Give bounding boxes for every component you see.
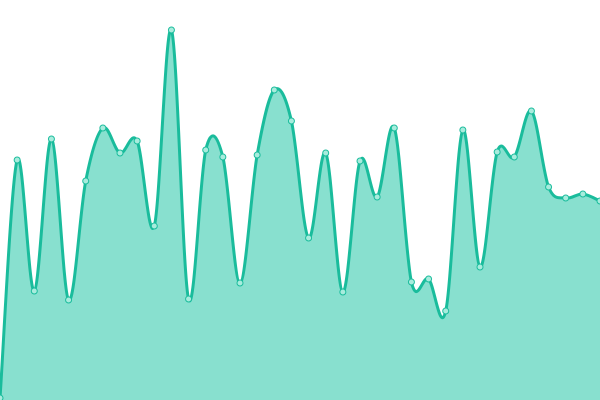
- data-point-0: [0, 394, 4, 400]
- data-point-35: [596, 197, 600, 205]
- data-point-23: [390, 124, 398, 132]
- data-point-6: [99, 124, 107, 132]
- data-point-28: [476, 263, 484, 271]
- data-point-14: [236, 279, 244, 287]
- data-point-25: [425, 275, 433, 283]
- data-points: [0, 26, 600, 400]
- data-point-1: [13, 156, 21, 164]
- data-point-17: [287, 117, 295, 125]
- data-point-21: [356, 157, 364, 165]
- data-point-5: [82, 177, 90, 185]
- data-point-2: [30, 287, 38, 295]
- data-point-18: [305, 234, 313, 242]
- data-point-19: [322, 149, 330, 157]
- data-point-33: [562, 194, 570, 202]
- data-point-11: [185, 295, 193, 303]
- data-point-30: [510, 153, 518, 161]
- data-point-10: [167, 26, 175, 34]
- data-point-20: [339, 288, 347, 296]
- data-point-31: [527, 107, 535, 115]
- data-point-22: [373, 193, 381, 201]
- data-point-32: [545, 183, 553, 191]
- data-point-8: [133, 137, 141, 145]
- data-point-9: [150, 222, 158, 230]
- data-point-12: [202, 146, 210, 154]
- data-point-34: [579, 190, 587, 198]
- data-point-15: [253, 151, 261, 159]
- data-point-24: [407, 278, 415, 286]
- data-point-7: [116, 149, 124, 157]
- data-point-27: [459, 126, 467, 134]
- data-point-26: [442, 307, 450, 315]
- data-point-16: [270, 86, 278, 94]
- area-fill: [0, 29, 600, 400]
- data-point-29: [493, 148, 501, 156]
- data-point-4: [65, 296, 73, 304]
- data-point-3: [47, 135, 55, 143]
- data-point-13: [219, 153, 227, 161]
